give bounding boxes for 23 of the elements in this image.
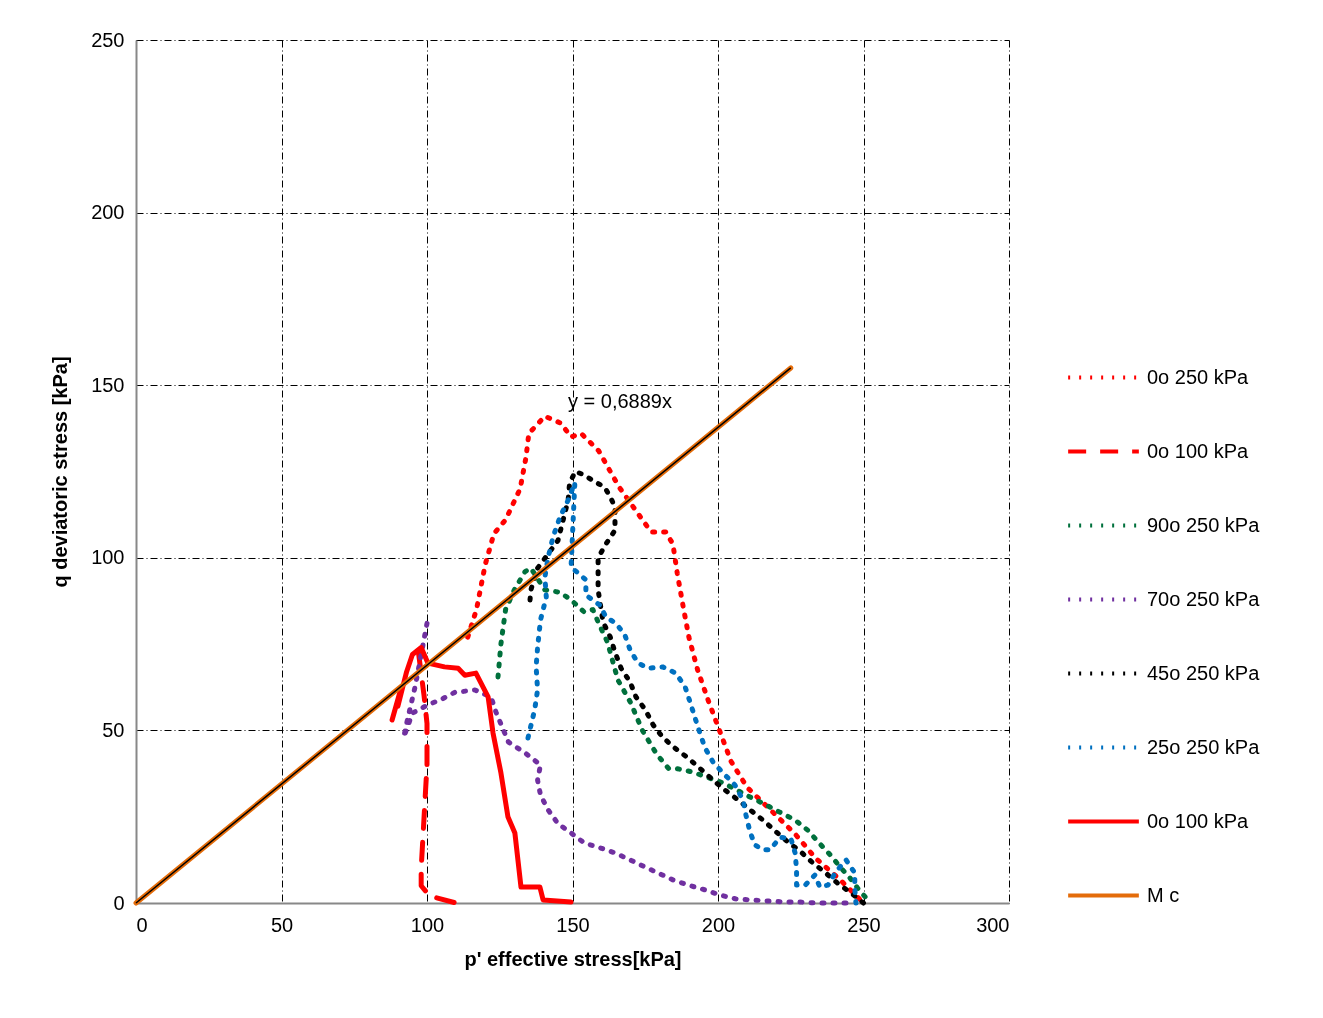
- x-tick-label: 200: [701, 913, 736, 936]
- x-tick-label: 250: [847, 913, 881, 936]
- x-tick-label: 50: [270, 913, 294, 936]
- y-tick-label: 50: [102, 718, 125, 741]
- x-tick-label: 150: [556, 913, 590, 936]
- y-tick-label: 250: [91, 28, 125, 51]
- x-tick-label: 0: [136, 913, 148, 936]
- y-tick-label: 150: [91, 373, 125, 396]
- x-tick-label: 100: [410, 913, 445, 936]
- x-tick-label: 300: [976, 913, 1010, 936]
- x-axis-title: p' effective stress[kPa]: [464, 947, 682, 970]
- legend-label: 0o 100 kPa: [1147, 809, 1250, 832]
- legend-label: 0o 100 kPa: [1147, 439, 1250, 462]
- y-tick-label: 100: [91, 546, 125, 569]
- y-axis-title: q deviatoric stress [kPa]: [49, 356, 72, 588]
- legend-label: 70o 250 kPa: [1147, 587, 1261, 610]
- legend-label: 25o 250 kPa: [1147, 735, 1261, 758]
- legend-label: M c: [1147, 883, 1180, 906]
- y-tick-label: 200: [91, 201, 125, 224]
- y-tick-label: 0: [113, 891, 125, 914]
- legend-label: 45o 250 kPa: [1147, 661, 1261, 684]
- legend-label: 90o 250 kPa: [1147, 513, 1261, 536]
- legend-label: 0o 250 kPa: [1147, 365, 1250, 388]
